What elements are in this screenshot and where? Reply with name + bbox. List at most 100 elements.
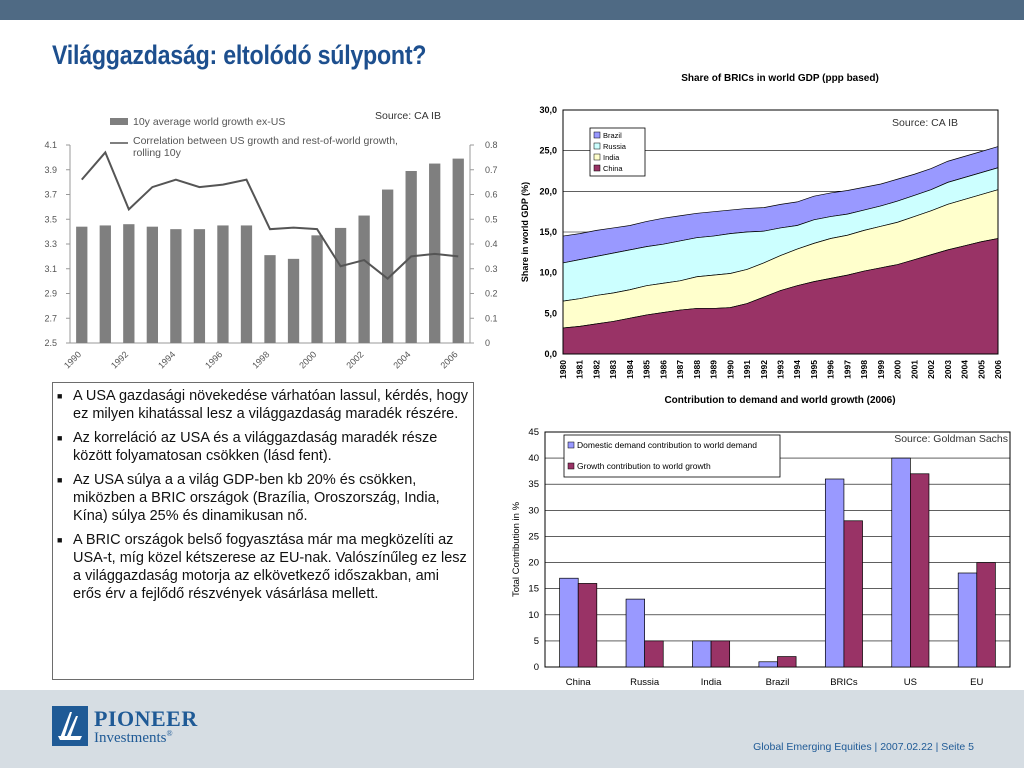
chart3-y-tick-label: 45 — [528, 427, 539, 438]
chart1-bar — [217, 225, 229, 343]
page-title: Világgazdaság: eltolódó súlypont? — [52, 40, 427, 70]
chart2-x-tick-label: 1993 — [776, 360, 786, 379]
chart3-x-tick-label: India — [701, 677, 722, 688]
chart1-bar — [287, 258, 300, 343]
bullet-item: ■ A BRIC országok belső fogyasztása már m… — [57, 532, 467, 602]
chart2-x-tick-label: 2001 — [909, 360, 919, 379]
logo-text-investments: Investments® — [94, 729, 173, 746]
chart1-bar — [240, 225, 253, 343]
chart3-y-tick-label: 25 — [528, 531, 539, 542]
chart2-legend-label: China — [603, 164, 623, 173]
bullet-item: ■ Az korreláció az USA és a világgazdaság… — [57, 430, 438, 464]
chart1-x-tick-label: 2002 — [344, 349, 365, 370]
bullet-square-icon: ■ — [57, 391, 63, 401]
chart1-bar — [358, 215, 370, 343]
chart1-bar — [311, 235, 323, 343]
chart1-right-tick-label: 0.5 — [485, 214, 498, 224]
chart3-legend-swatch — [567, 462, 575, 470]
chart2-x-tick-label: 1996 — [826, 360, 836, 379]
chart2-x-tick-label: 1980 — [558, 360, 568, 379]
chart1-left-tick-label: 3.7 — [44, 190, 57, 200]
chart2-legend-label: Brazil — [603, 131, 622, 140]
bullet-list: ■ A USA gazdasági növekedése várhatóan la… — [53, 387, 473, 603]
chart1-source: Source: CA IB — [375, 110, 441, 122]
chart2-y-tick-label: 30,0 — [539, 105, 557, 115]
chart3-bar — [891, 457, 911, 668]
chart1-legend-label: rolling 10y — [133, 147, 182, 159]
chart2-legend-swatch — [593, 153, 601, 161]
chart2-x-tick-label: 2002 — [926, 360, 936, 379]
chart1-legend-swatch-bar — [110, 118, 128, 125]
chart2-x-tick-label: 1987 — [675, 360, 685, 379]
chart2-x-tick-label: 1994 — [792, 360, 802, 379]
chart3-bar — [843, 520, 863, 668]
chart2-x-tick-label: 1990 — [725, 360, 735, 379]
chart2-legend-label: Russia — [603, 142, 627, 151]
bullet-square-icon: ■ — [57, 535, 63, 545]
chart1-legend-label: 10y average world growth ex-US — [133, 116, 285, 128]
chart2-y-tick-label: 5,0 — [544, 308, 557, 318]
bullet-text-box: ■ A USA gazdasági növekedése várhatóan la… — [52, 382, 474, 680]
chart2-x-tick-label: 1982 — [591, 360, 601, 379]
chart2-y-tick-label: 0,0 — [544, 349, 557, 359]
chart2-y-tick-label: 20,0 — [539, 186, 557, 196]
chart2-x-tick-label: 1983 — [608, 360, 618, 379]
chart2-source: Source: CA IB — [892, 117, 958, 129]
chart3-y-tick-label: 35 — [528, 479, 539, 490]
chart1-bar — [76, 226, 88, 343]
chart3-y-tick-label: 5 — [534, 636, 539, 647]
bullet-square-icon: ■ — [57, 433, 63, 443]
chart2-y-tick-label: 10,0 — [539, 268, 557, 278]
growth-correlation-chart: 10y average world growth ex-US Correlatio… — [44, 116, 498, 371]
chart3-bar — [644, 640, 664, 668]
chart1-legend-label: Correlation between US growth and rest-o… — [133, 135, 398, 147]
chart2-x-tick-label: 1995 — [809, 360, 819, 379]
chart1-bar — [99, 225, 111, 343]
chart1-left-tick-label: 4.1 — [44, 140, 57, 150]
chart1-bar — [170, 229, 182, 343]
chart2-legend-swatch — [593, 142, 601, 150]
chart2-x-tick-label: 2006 — [993, 360, 1003, 379]
chart1-right-tick-label: 0.1 — [485, 313, 498, 323]
contribution-chart: 0 5 10 15 20 25 30 35 40 45 China Russia India Brazil… — [511, 427, 1011, 688]
chart3-x-tick-label: China — [566, 677, 592, 688]
chart3-y-tick-label: 30 — [528, 505, 539, 516]
chart1-x-tick-label: 1990 — [62, 349, 83, 370]
bullet-item: ■ Az USA súlya a a világ GDP-ben kb 20% é… — [57, 472, 440, 524]
chart1-right-tick-label: 0.7 — [485, 165, 498, 175]
chart3-x-tick-label: BRICs — [830, 677, 858, 688]
chart1-bar — [334, 227, 347, 343]
chart1-x-tick-label: 2000 — [297, 349, 318, 370]
chart3-bar — [710, 640, 731, 668]
chart3-x-tick-label: Brazil — [766, 677, 790, 688]
chart1-right-tick-label: 0.2 — [485, 289, 498, 299]
chart1-bar — [146, 226, 158, 343]
chart1-right-tick-label: 0.4 — [485, 239, 498, 249]
chart3-y-tick-label: 10 — [528, 610, 539, 621]
chart1-x-tick-label: 1994 — [156, 349, 177, 370]
chart1-right-tick-label: 0.6 — [485, 190, 498, 200]
chart1-x-tick-label: 1992 — [109, 349, 130, 370]
chart1-correlation-line — [81, 150, 459, 280]
chart3-y-tick-label: 40 — [528, 453, 539, 464]
bric-share-chart: 0,0 5,0 10,0 15,0 20,0 25,0 30,0 1980 1981 1982 19… — [520, 105, 1003, 379]
chart3-bar — [692, 640, 712, 668]
chart3-source: Source: Goldman Sachs — [894, 433, 1008, 445]
chart1-left-tick-label: 2.5 — [44, 338, 57, 348]
chart2-legend-swatch — [593, 131, 601, 139]
chart3-bar — [957, 572, 978, 668]
chart3-bar — [824, 478, 845, 668]
chart3-bar — [758, 661, 778, 668]
chart3-bar — [559, 577, 579, 668]
chart3-x-tick-label: US — [904, 677, 917, 688]
chart3-y-tick-label: 0 — [534, 662, 539, 673]
chart2-x-tick-label: 1981 — [575, 360, 585, 379]
chart2-legend-label: India — [603, 153, 620, 162]
chart1-bar — [264, 255, 276, 343]
chart1-right-tick-label: 0.8 — [485, 140, 498, 150]
bullet-square-icon: ■ — [57, 475, 63, 485]
chart2-x-tick-label: 1997 — [842, 360, 852, 379]
chart1-bar — [193, 229, 206, 343]
chart3-bar — [777, 656, 797, 668]
chart2-y-tick-label: 15,0 — [539, 227, 557, 237]
